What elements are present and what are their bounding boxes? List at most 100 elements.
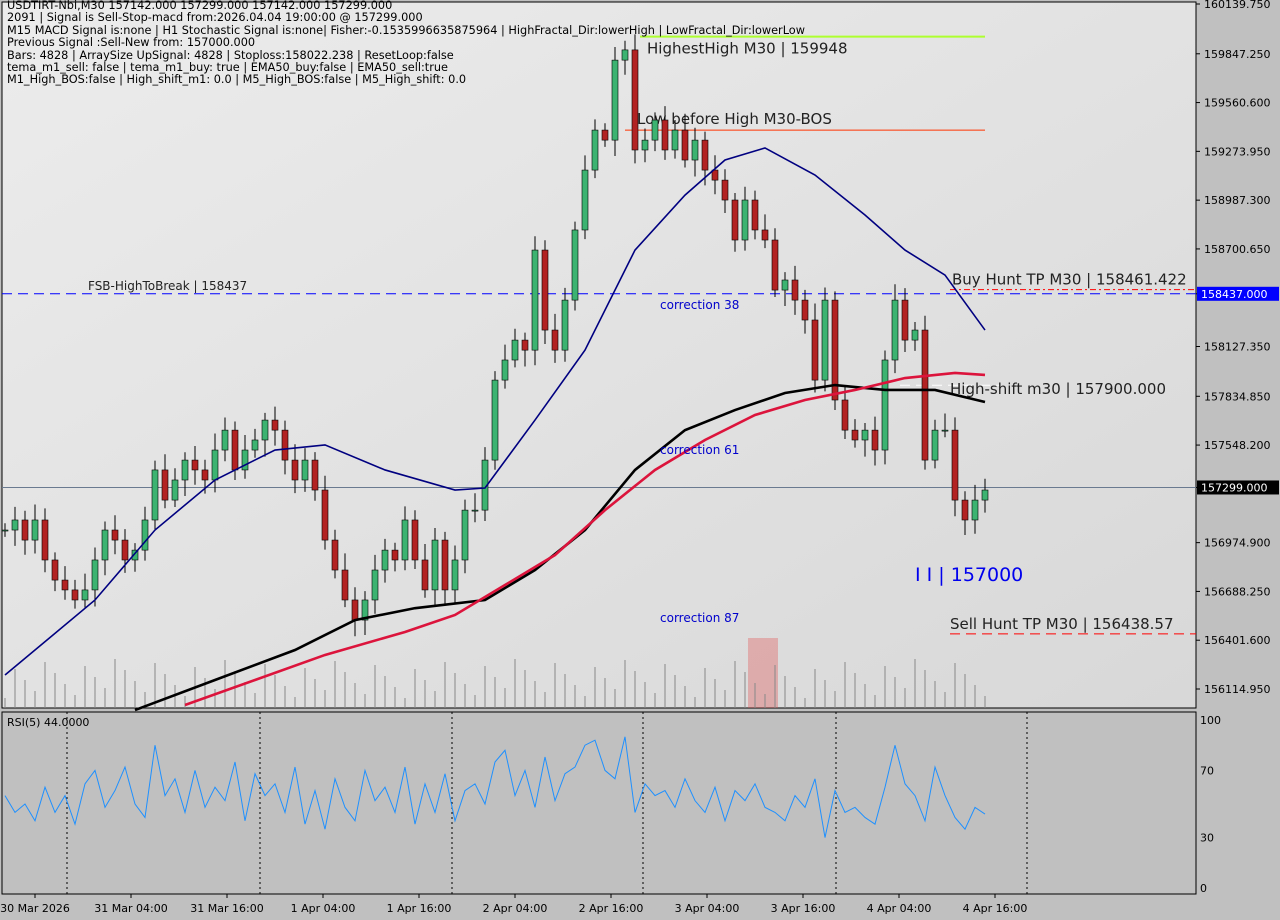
- candle-body: [401, 519, 409, 561]
- moving-average-line: [184, 371, 986, 707]
- candle-body: [541, 249, 549, 331]
- rsi-tick-label: 100: [1200, 714, 1221, 727]
- candle-body: [431, 539, 439, 591]
- candle-body: [201, 469, 209, 481]
- candle-body: [621, 49, 629, 61]
- info-line-bars: Bars: 4828 | ArraySize UpSignal: 4828 | …: [7, 48, 454, 62]
- candle-body: [521, 339, 529, 351]
- annotation-correction-87: correction 87: [660, 611, 740, 625]
- y-tick-label: 158987.300: [1204, 194, 1270, 207]
- annotation-correction-61: correction 61: [660, 443, 740, 457]
- y-tick-label: 159273.950: [1204, 145, 1270, 158]
- candle-body: [821, 299, 829, 381]
- candle-body: [111, 529, 119, 541]
- candle-body: [71, 589, 79, 601]
- candle-body: [851, 429, 859, 441]
- candle-body: [771, 239, 779, 291]
- candle-body: [931, 429, 939, 461]
- candle-body: [421, 559, 429, 591]
- candle-body: [721, 179, 729, 201]
- candle-body: [871, 429, 879, 451]
- info-line-tema: tema_m1_sell: false | tema_m1_buy: true …: [7, 60, 448, 74]
- candle-body: [91, 559, 99, 591]
- candle-body: [181, 459, 189, 481]
- candle-body: [451, 559, 459, 591]
- candle-body: [921, 329, 929, 461]
- candle-body: [581, 169, 589, 231]
- x-tick-label: 31 Mar 04:00: [94, 902, 167, 915]
- rsi-pane: [1, 711, 1197, 895]
- candle-body: [781, 279, 789, 291]
- main-pane: [1, 1, 1197, 709]
- info-line-bos: M1_High_BOS:false | High_shift_m1: 0.0 |…: [7, 73, 467, 87]
- candle-body: [631, 49, 639, 151]
- rsi-line: [4, 736, 986, 838]
- candle-body: [811, 319, 819, 381]
- price-badge-label: 158437.000: [1201, 288, 1267, 301]
- candle-body: [241, 449, 249, 471]
- candle-body: [171, 479, 179, 501]
- candle-body: [791, 279, 799, 301]
- candle-body: [211, 449, 219, 481]
- annotation-previous-low: I I | 157000: [915, 564, 1024, 586]
- watermark-bar: [748, 638, 778, 708]
- x-tick-label: 3 Apr 16:00: [771, 902, 836, 915]
- candle-body: [491, 379, 499, 461]
- candle-body: [131, 549, 139, 561]
- candle-body: [381, 549, 389, 571]
- candle-body: [801, 299, 809, 321]
- y-tick-label: 156401.600: [1204, 634, 1270, 647]
- candle-body: [371, 569, 379, 601]
- x-tick-label: 31 Mar 16:00: [190, 902, 263, 915]
- level-label: FSB-HighToBreak | 158437: [88, 279, 247, 293]
- candle-body: [391, 549, 399, 561]
- y-tick-label: 156114.950: [1204, 683, 1270, 696]
- candle-body: [1, 529, 9, 532]
- price-badge-label: 157299.000: [1201, 481, 1267, 494]
- candle-body: [501, 359, 509, 381]
- y-tick-label: 158700.650: [1204, 243, 1270, 256]
- price-badge: [1197, 480, 1279, 495]
- candle-body: [151, 469, 159, 521]
- candle-body: [221, 429, 229, 451]
- candle-body: [161, 469, 169, 501]
- candle-body: [641, 139, 649, 151]
- rsi-tick-label: 70: [1200, 764, 1214, 777]
- candle-body: [681, 129, 689, 161]
- candle-body: [831, 299, 839, 401]
- candle-body: [411, 519, 419, 561]
- candle-body: [41, 519, 49, 561]
- candle-body: [861, 429, 869, 441]
- candle-body: [61, 579, 69, 591]
- candle-body: [271, 419, 279, 431]
- candle-body: [511, 339, 519, 361]
- level-label: Buy Hunt TP M30 | 158461.422: [952, 271, 1187, 289]
- level-label: Low before High M30-BOS: [637, 110, 832, 128]
- annotation-correction-38: correction 38: [660, 298, 740, 312]
- candle-body: [331, 539, 339, 571]
- candle-body: [691, 139, 699, 161]
- candle-body: [141, 519, 149, 551]
- candle-body: [671, 129, 679, 151]
- candle-body: [321, 489, 329, 541]
- candle-body: [361, 599, 369, 621]
- candle-body: [261, 419, 269, 441]
- candle-body: [911, 329, 919, 341]
- candle-body: [741, 199, 749, 241]
- moving-average-line: [4, 147, 986, 676]
- level-label: Sell Hunt TP M30 | 156438.57: [950, 615, 1174, 633]
- candle-body: [841, 399, 849, 431]
- level-label: High-shift m30 | 157900.000: [950, 380, 1166, 398]
- candle-body: [941, 429, 949, 432]
- candle-body: [961, 499, 969, 521]
- candle-body: [471, 509, 479, 512]
- rsi-tick-label: 30: [1200, 832, 1214, 845]
- candle-body: [341, 569, 349, 601]
- y-tick-label: 160139.750: [1204, 0, 1270, 11]
- candle-body: [561, 299, 569, 351]
- candle-body: [901, 299, 909, 341]
- candle-body: [291, 459, 299, 481]
- info-line-signal: 2091 | Signal is Sell-Stop-macd from:202…: [7, 11, 423, 25]
- candle-body: [611, 59, 619, 141]
